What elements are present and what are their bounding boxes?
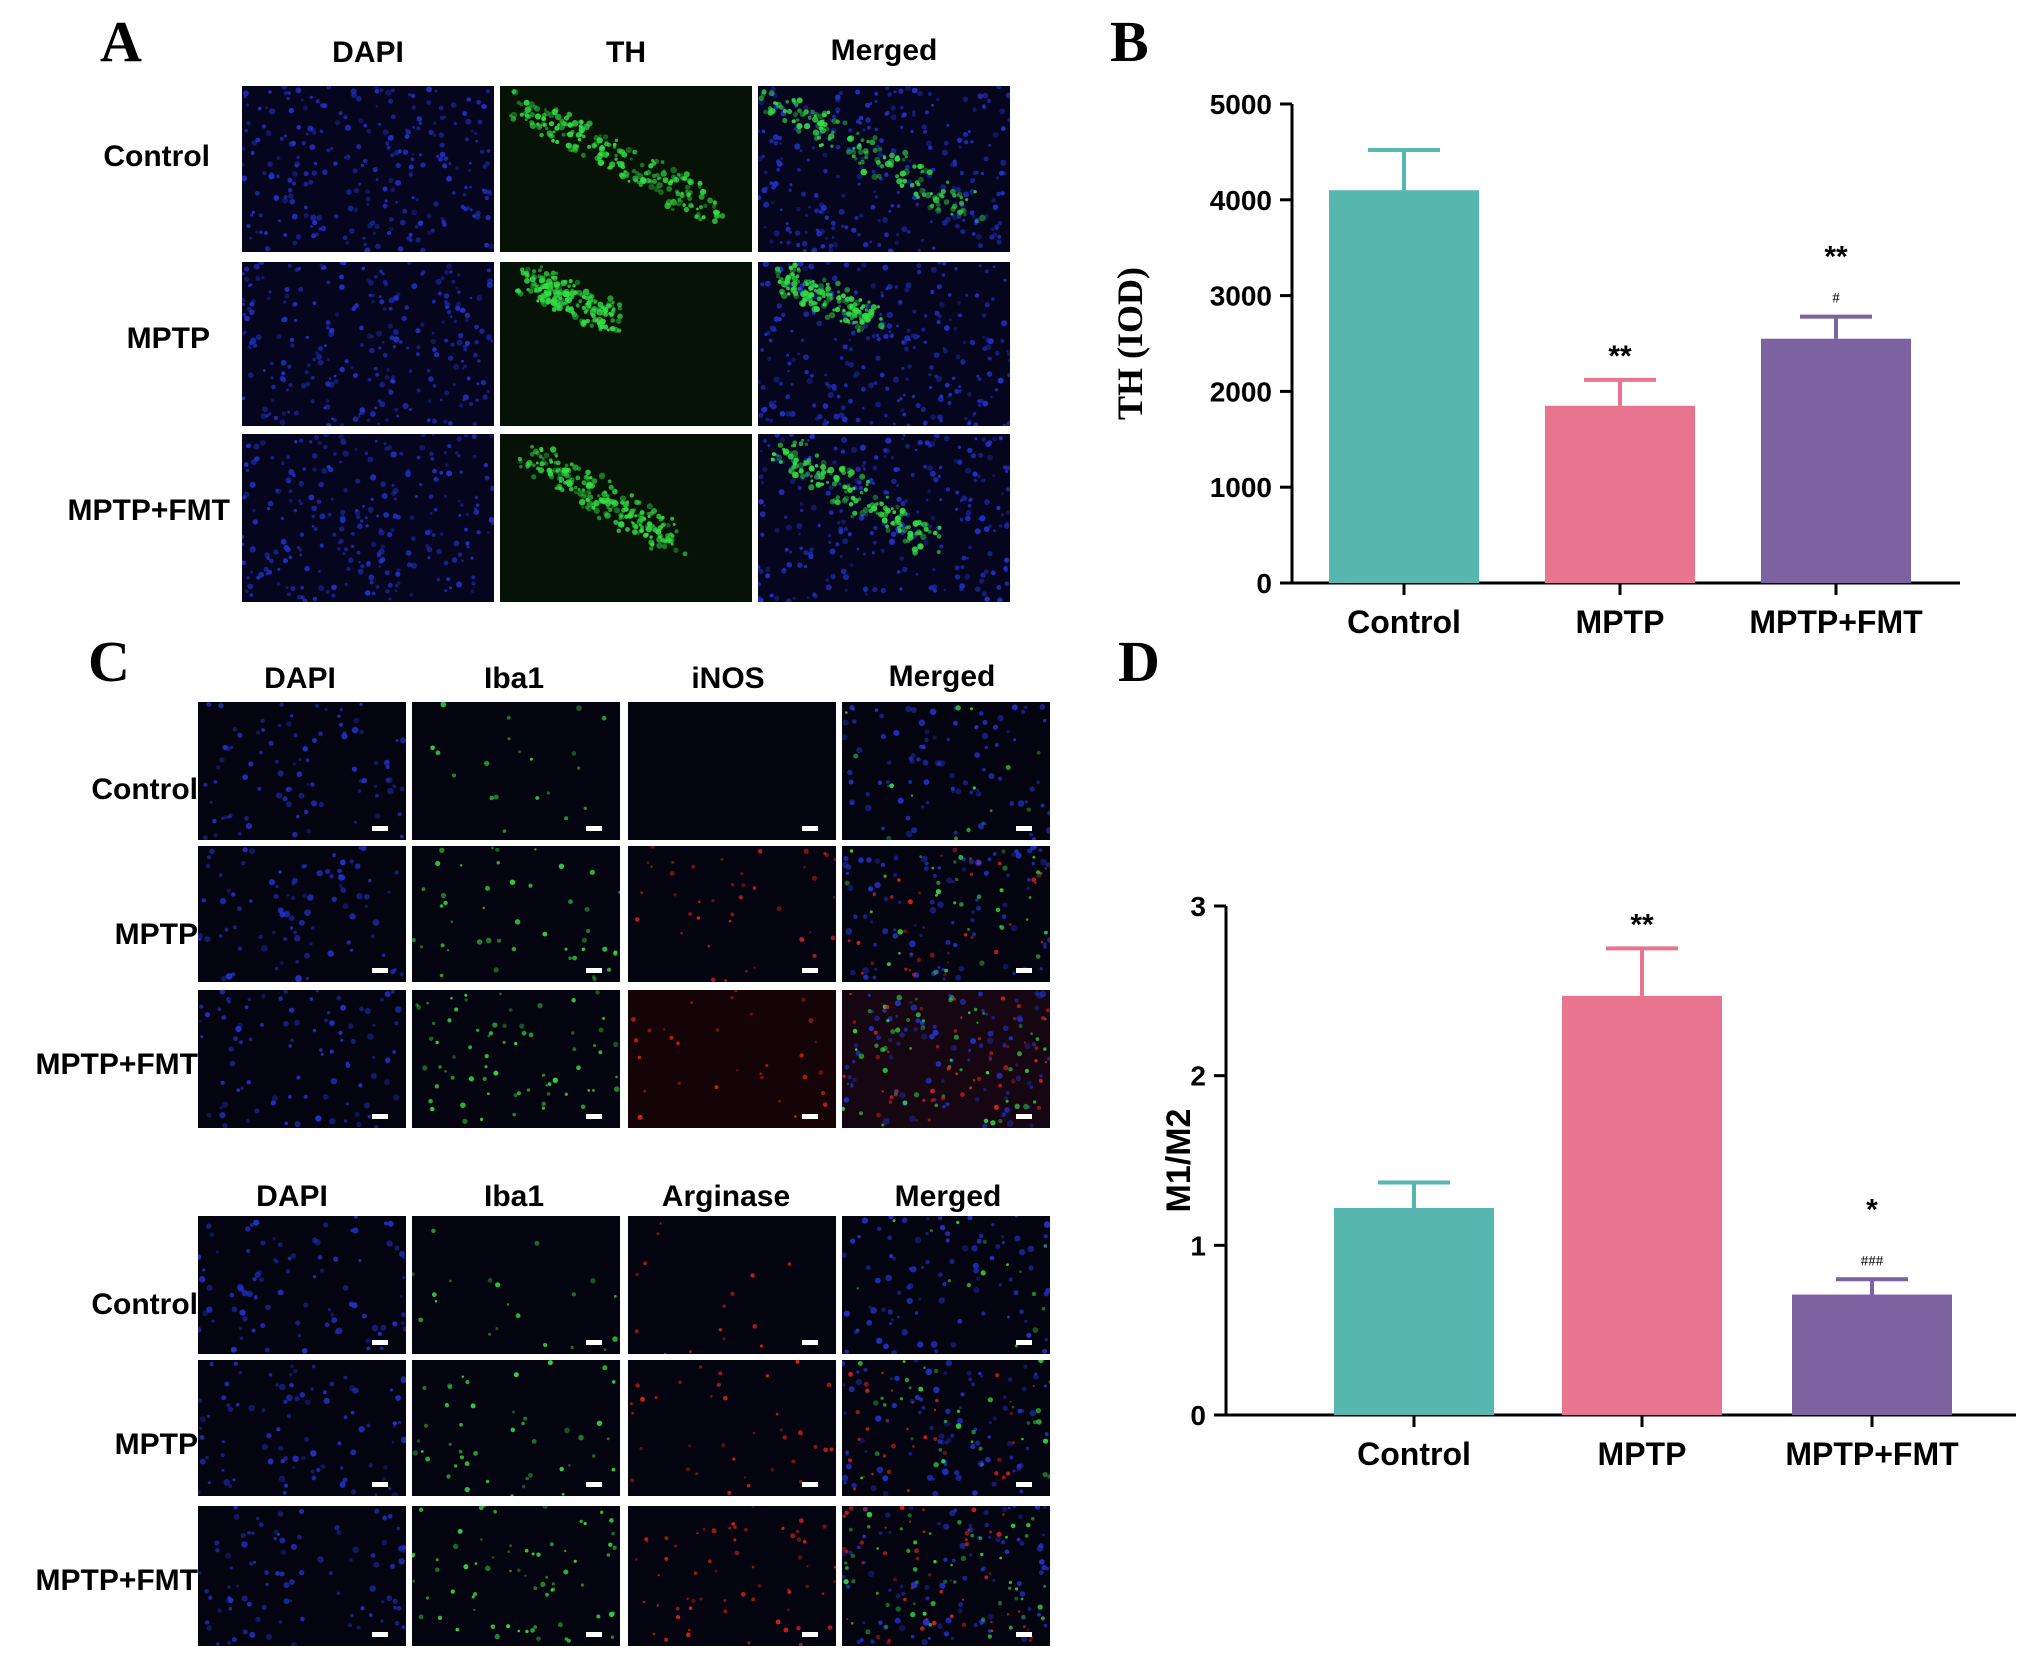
chart-b-significance-1: ** [1608, 340, 1632, 373]
panel-c1-tile-1-1 [412, 846, 620, 982]
panel-a-tile-2-1 [500, 434, 752, 602]
panel-c1-tile-0-0 [198, 702, 406, 840]
panel-c1-row-mptp-fmt: MPTP+FMT [35, 1048, 199, 1081]
panel-c1-row-mptp: MPTP [114, 918, 198, 951]
chart-b-y-tick-label: 3000 [1210, 281, 1272, 312]
chart-d-bar-1 [1562, 995, 1722, 1415]
panel-c2-tile-0-3 [842, 1216, 1050, 1354]
chart-d: 0 1 2 3 M1/M2 Control MPTP ** MPTP+FMT * ### [1160, 891, 2016, 1472]
panel-c2-tile-1-3 [842, 1360, 1050, 1496]
chart-d-x-tick-label-1: MPTP [1598, 1436, 1687, 1472]
panel-a-tile-0-0 [242, 86, 494, 252]
panel-c2-col-iba1: Iba1 [483, 1180, 545, 1213]
panel-c1-tile-2-2 [628, 990, 836, 1128]
panel-c2-tile-0-0 [198, 1216, 406, 1354]
panel-c2-row-control: Control [91, 1288, 198, 1321]
panel-c2-tile-0-2 [628, 1216, 836, 1354]
chart-d-y-tick-label: 0 [1190, 1400, 1206, 1431]
panel-a-tile-0-1 [500, 86, 752, 252]
chart-b-y-tick-label: 2000 [1210, 376, 1272, 407]
chart-b-bar-1 [1545, 405, 1695, 583]
chart-d-x-tick-label-0: Control [1357, 1436, 1471, 1472]
panel-a-col-merged: Merged [830, 34, 938, 67]
panel-c1-col-inos: iNOS [691, 662, 765, 695]
panel-a-label: A [100, 9, 142, 74]
panel-c1-row-control: Control [91, 773, 198, 806]
chart-d-bar-0 [1334, 1208, 1494, 1415]
panel-c2-col-merged: Merged [894, 1180, 1002, 1213]
panel-c1-tile-0-1 [412, 702, 620, 840]
chart-b-x-tick-label-1: MPTP [1576, 604, 1665, 640]
chart-b-y-tick-label: 0 [1256, 568, 1272, 599]
panel-c2-tile-2-0 [198, 1506, 406, 1646]
chart-b-x-tick-label-0: Control [1347, 604, 1461, 640]
panel-c2-tile-0-1 [412, 1216, 620, 1354]
panel-a-tile-1-0 [242, 262, 494, 426]
panel-c-label: C [88, 629, 130, 694]
panel-a-col-dapi: DAPI [332, 36, 404, 69]
panel-c1-tile-2-1 [412, 990, 620, 1128]
panel-c2-tile-2-3 [842, 1506, 1050, 1646]
panel-a-tile-2-2 [758, 434, 1010, 602]
panel-a-col-th: TH [606, 36, 646, 69]
panel-c2-tile-1-0 [198, 1360, 406, 1496]
panel-c2-row-mptp: MPTP [114, 1428, 198, 1461]
panel-c1-tile-1-2 [628, 846, 836, 982]
chart-b-y-tick-label: 4000 [1210, 185, 1272, 216]
chart-d-hash-2: ### [1861, 1253, 1884, 1269]
panel-a-tile-2-0 [242, 434, 494, 602]
chart-d-y-tick-label: 1 [1190, 1230, 1206, 1261]
panel-a-row-mptp: MPTP [126, 322, 210, 355]
panel-c1-col-dapi: DAPI [264, 662, 336, 695]
chart-d-bar-2 [1792, 1294, 1952, 1415]
panel-b-label: B [1110, 9, 1149, 74]
panel-c1-tile-1-0 [198, 846, 406, 982]
panel-c1-tile-0-2 [628, 702, 836, 840]
panel-c2-tile-2-1 [412, 1506, 620, 1646]
panel-c2-tile-2-2 [628, 1506, 836, 1646]
chart-b-hash-2: # [1832, 291, 1840, 307]
panel-c2-tile-1-2 [628, 1360, 836, 1496]
panel-a-row-mptp-fmt: MPTP+FMT [67, 494, 231, 527]
chart-d-significance-2: * [1866, 1193, 1878, 1226]
panel-c2-tile-1-1 [412, 1360, 620, 1496]
chart-d-x-tick-label-2: MPTP+FMT [1785, 1436, 1959, 1472]
panel-a-row-control: Control [103, 140, 210, 173]
panel-c1-tile-0-3 [842, 702, 1050, 840]
panel-c1-col-iba1: Iba1 [483, 662, 545, 695]
chart-b-y-tick-label: 5000 [1210, 89, 1272, 120]
chart-b-significance-2: ** [1824, 241, 1848, 274]
panel-d-label: D [1118, 629, 1160, 694]
chart-d-significance-1: ** [1630, 908, 1654, 941]
panel-a-tile-1-1 [500, 262, 752, 426]
panel-c1-tile-1-3 [842, 846, 1050, 982]
panel-c2-col-dapi: DAPI [256, 1180, 328, 1213]
chart-d-y-tick-label: 2 [1190, 1061, 1206, 1092]
panel-a-tile-0-2 [758, 86, 1010, 252]
panel-c1-tile-2-0 [198, 990, 406, 1128]
chart-b-bar-0 [1329, 190, 1479, 583]
chart-b-y-label: TH (IOD) [1110, 267, 1150, 420]
panel-c2-row-mptp-fmt: MPTP+FMT [35, 1564, 199, 1597]
chart-d-y-label: M1/M2 [1160, 1109, 1198, 1213]
panel-c1-tile-2-3 [842, 990, 1050, 1128]
chart-b-y-tick-label: 1000 [1210, 472, 1272, 503]
panel-c2-col-arginase: Arginase [661, 1180, 791, 1213]
panel-c1-col-merged: Merged [888, 660, 996, 693]
chart-b-bar-2 [1761, 338, 1911, 583]
chart-b: 0 1000 2000 3000 4000 5000 TH (IOD) Control MPTP… [1110, 89, 1960, 640]
chart-b-x-tick-label-2: MPTP+FMT [1749, 604, 1923, 640]
panel-a-tile-1-2 [758, 262, 1010, 426]
chart-d-y-tick-label: 3 [1190, 891, 1206, 922]
